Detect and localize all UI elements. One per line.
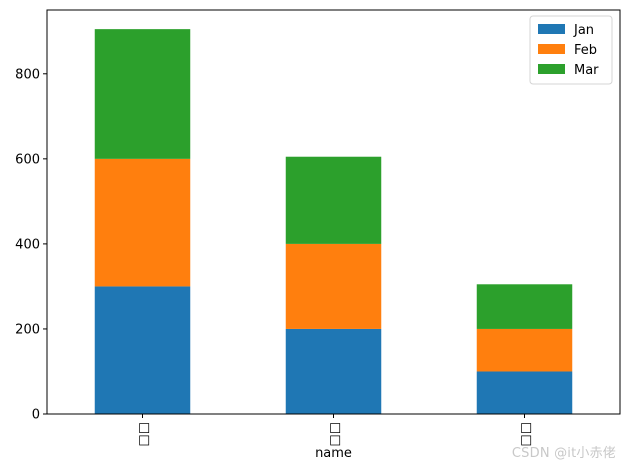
bar-mar-2 [476, 284, 573, 329]
x-tick-label: □□ [519, 422, 534, 447]
legend-label-feb: Feb [574, 43, 597, 58]
y-tick-label: 800 [15, 67, 40, 82]
legend-label-jan: Jan [573, 23, 594, 38]
bar-jan-2 [476, 371, 573, 414]
bar-feb-2 [476, 328, 573, 372]
legend-swatch-mar [538, 64, 565, 74]
watermark: CSDN @it小赤佬 [511, 446, 616, 461]
legend-swatch-jan [538, 24, 565, 34]
y-tick-label: 200 [15, 322, 40, 337]
y-tick-label: 400 [15, 237, 40, 252]
y-tick-label: 600 [15, 152, 40, 167]
bar-feb-1 [285, 243, 382, 329]
bar-jan-1 [285, 328, 382, 414]
x-tick-label: □□ [137, 422, 152, 447]
x-tick-label: □□ [328, 422, 343, 447]
bar-feb-0 [94, 158, 191, 287]
legend-swatch-feb [538, 44, 565, 54]
bar-jan-0 [94, 286, 191, 414]
bar-mar-1 [285, 156, 382, 244]
legend-label-mar: Mar [574, 63, 599, 78]
x-axis-label: name [315, 446, 352, 461]
bar-mar-0 [94, 29, 191, 159]
y-tick-label: 0 [32, 408, 40, 423]
